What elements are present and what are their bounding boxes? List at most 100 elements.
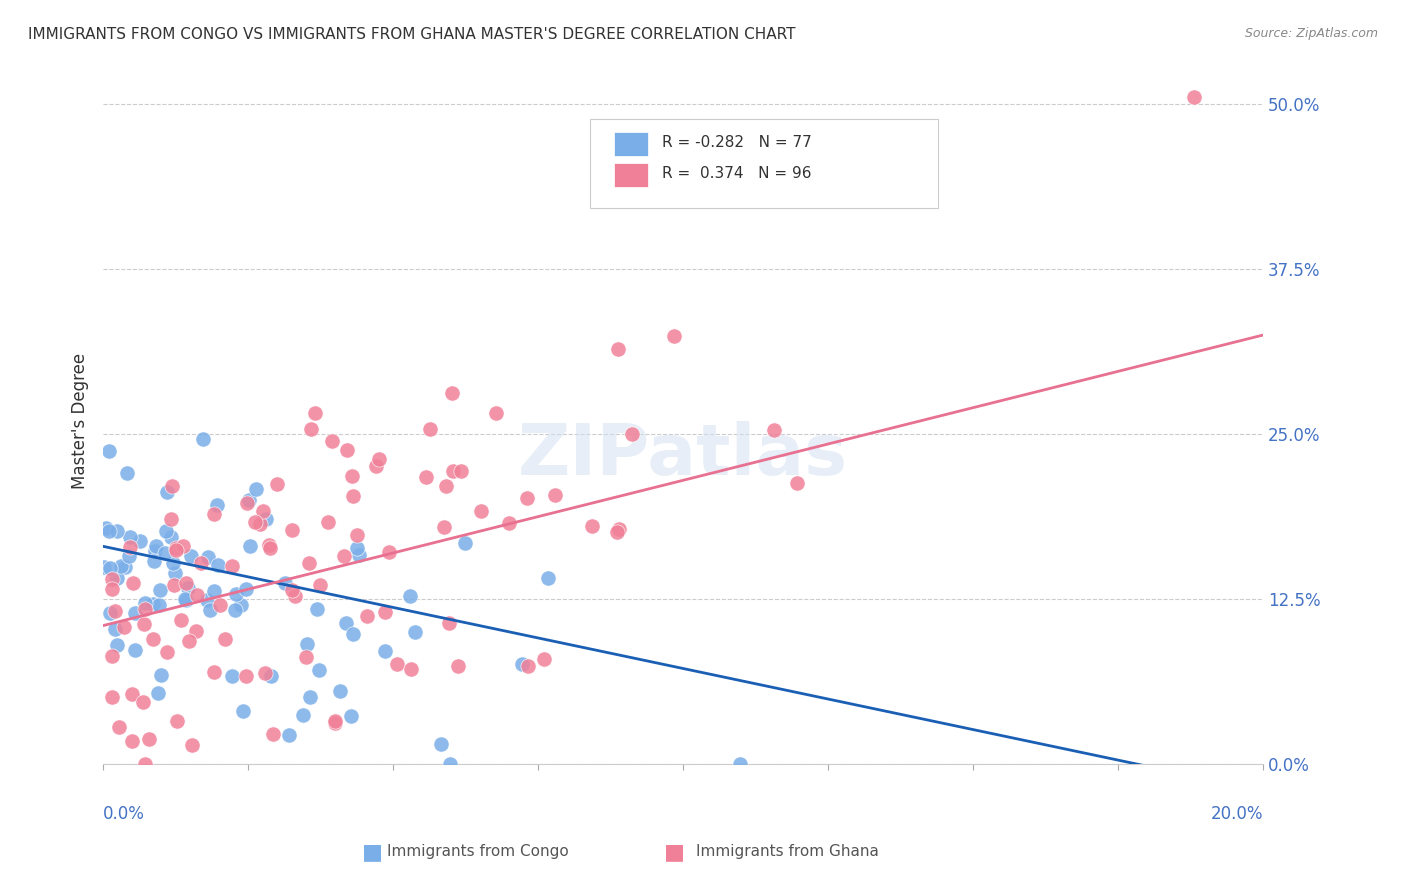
Point [516,659,538,673]
Point [121,687,143,701]
Point [299,690,322,704]
Point [441,464,464,478]
Point [148,598,170,612]
Point [1182,90,1205,104]
Point [434,479,457,493]
Point [105,638,128,652]
Point [446,659,468,673]
Point [173,592,195,607]
Point [274,576,297,591]
Point [323,714,346,729]
Point [214,632,236,647]
Point [454,536,477,550]
Point [134,602,156,616]
Point [114,559,136,574]
Text: Source: ZipAtlas.com: Source: ZipAtlas.com [1244,27,1378,40]
Point [202,665,225,680]
Point [374,605,396,619]
Point [607,522,630,536]
Point [121,733,143,747]
Point [606,342,628,356]
Text: Immigrants from Ghana: Immigrants from Ghana [696,845,879,859]
Point [108,720,131,734]
Point [232,704,254,718]
Point [105,571,128,585]
Point [103,604,125,618]
Point [162,479,184,493]
Point [470,504,492,518]
Point [142,597,165,611]
Point [165,543,187,558]
FancyBboxPatch shape [613,132,648,156]
Point [138,732,160,747]
Point [162,556,184,570]
Point [118,541,141,555]
Point [156,485,179,500]
Point [235,669,257,683]
Point [281,523,304,537]
Point [235,496,257,510]
Point [202,507,225,521]
Point [166,714,188,729]
Text: R = -0.282   N = 77: R = -0.282 N = 77 [662,136,813,150]
Point [346,528,368,542]
Point [374,644,396,658]
Point [441,386,464,401]
Point [208,599,231,613]
Point [245,482,267,496]
Point [96,521,118,535]
Point [516,491,538,505]
Point [224,603,246,617]
Point [184,624,207,639]
Point [404,625,426,640]
Point [143,554,166,568]
Point [172,539,194,553]
Point [104,622,127,636]
Point [146,686,169,700]
Point [295,637,318,651]
Point [150,668,173,682]
Point [155,524,177,539]
Point [124,643,146,657]
Point [100,648,122,663]
Point [281,583,304,598]
Point [186,588,208,602]
Point [307,601,329,615]
Point [253,666,276,681]
Point [262,727,284,741]
Y-axis label: Master's Degree: Master's Degree [72,353,89,489]
Point [292,707,315,722]
Point [181,738,204,752]
Point [259,541,281,555]
Point [145,539,167,553]
Point [249,516,271,531]
Point [323,716,346,731]
Point [207,558,229,572]
Point [342,627,364,641]
Point [221,558,243,573]
Point [142,632,165,647]
Point [105,524,128,538]
Point [621,426,644,441]
Point [221,669,243,683]
Point [308,663,330,677]
Point [197,549,219,564]
Point [239,539,262,553]
Point [581,519,603,533]
Point [180,549,202,564]
Point [347,548,370,562]
Point [439,757,461,772]
Point [728,757,751,772]
FancyBboxPatch shape [613,163,648,187]
Point [342,490,364,504]
Point [257,538,280,552]
Point [165,541,187,555]
Point [98,607,121,621]
Point [533,652,555,666]
Point [100,582,122,597]
Text: IMMIGRANTS FROM CONGO VS IMMIGRANTS FROM GHANA MASTER'S DEGREE CORRELATION CHART: IMMIGRANTS FROM CONGO VS IMMIGRANTS FROM… [28,27,796,42]
Point [439,615,461,630]
Point [399,662,422,676]
Point [129,534,152,549]
Point [266,477,288,491]
